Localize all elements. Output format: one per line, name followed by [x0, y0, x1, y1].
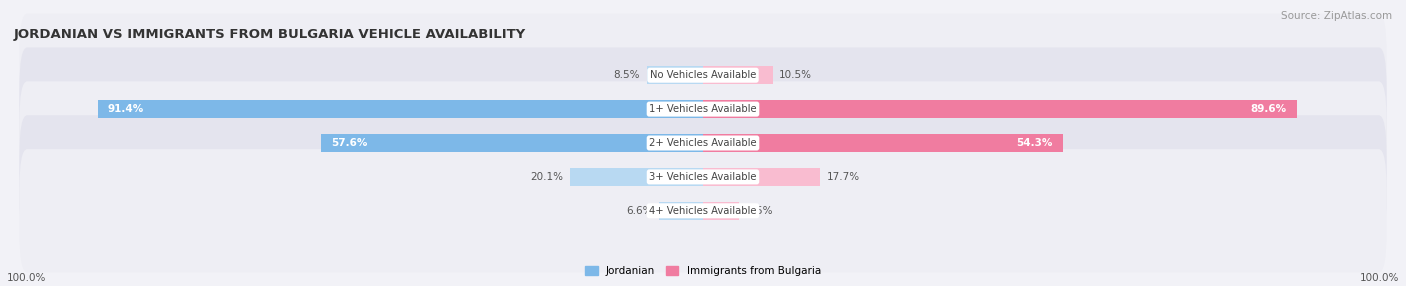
Bar — [569, 168, 703, 186]
Text: 57.6%: 57.6% — [332, 138, 368, 148]
Bar — [703, 168, 820, 186]
Bar — [659, 202, 703, 220]
Text: 100.0%: 100.0% — [1360, 273, 1399, 283]
Bar — [322, 134, 703, 152]
Legend: Jordanian, Immigrants from Bulgaria: Jordanian, Immigrants from Bulgaria — [581, 262, 825, 281]
Text: Source: ZipAtlas.com: Source: ZipAtlas.com — [1281, 11, 1392, 21]
Text: 89.6%: 89.6% — [1250, 104, 1286, 114]
Text: 3+ Vehicles Available: 3+ Vehicles Available — [650, 172, 756, 182]
Text: 91.4%: 91.4% — [107, 104, 143, 114]
FancyBboxPatch shape — [20, 115, 1386, 239]
Bar — [97, 100, 703, 118]
Bar — [703, 134, 1063, 152]
Text: JORDANIAN VS IMMIGRANTS FROM BULGARIA VEHICLE AVAILABILITY: JORDANIAN VS IMMIGRANTS FROM BULGARIA VE… — [14, 27, 526, 41]
Text: No Vehicles Available: No Vehicles Available — [650, 70, 756, 80]
FancyBboxPatch shape — [20, 81, 1386, 205]
Text: 20.1%: 20.1% — [530, 172, 564, 182]
FancyBboxPatch shape — [20, 13, 1386, 137]
Text: 10.5%: 10.5% — [779, 70, 813, 80]
Text: 6.6%: 6.6% — [626, 206, 652, 216]
Text: 54.3%: 54.3% — [1017, 138, 1053, 148]
Bar — [703, 202, 740, 220]
Text: 5.5%: 5.5% — [747, 206, 772, 216]
Text: 100.0%: 100.0% — [7, 273, 46, 283]
FancyBboxPatch shape — [20, 47, 1386, 171]
Text: 17.7%: 17.7% — [827, 172, 860, 182]
Text: 1+ Vehicles Available: 1+ Vehicles Available — [650, 104, 756, 114]
Bar — [703, 100, 1296, 118]
Bar — [703, 66, 772, 84]
Text: 4+ Vehicles Available: 4+ Vehicles Available — [650, 206, 756, 216]
FancyBboxPatch shape — [20, 149, 1386, 273]
Text: 8.5%: 8.5% — [613, 70, 640, 80]
Bar — [647, 66, 703, 84]
Text: 2+ Vehicles Available: 2+ Vehicles Available — [650, 138, 756, 148]
